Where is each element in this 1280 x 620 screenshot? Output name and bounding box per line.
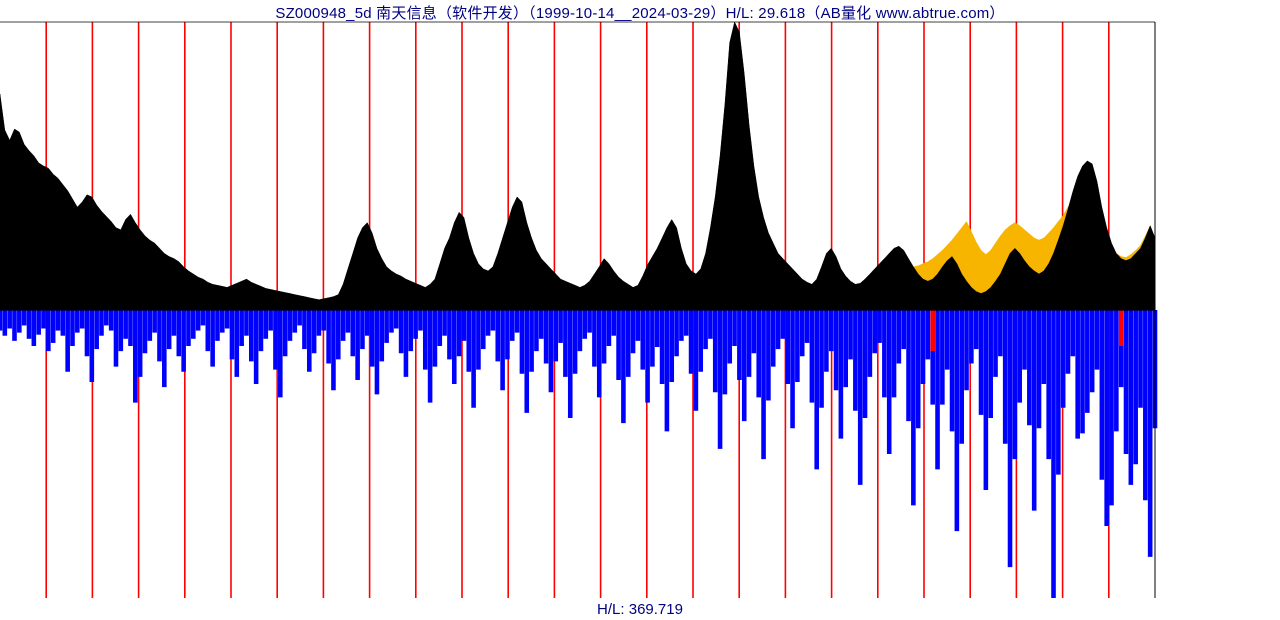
chart-footer: H/L: 369.719 xyxy=(0,601,1280,618)
chart-title: SZ000948_5d 南天信息（软件开发）（1999-10-14__2024-… xyxy=(0,2,1280,23)
chart-svg xyxy=(0,0,1280,620)
lower-series-volume_blue xyxy=(0,310,1155,598)
stock-chart: SZ000948_5d 南天信息（软件开发）（1999-10-14__2024-… xyxy=(0,0,1280,620)
